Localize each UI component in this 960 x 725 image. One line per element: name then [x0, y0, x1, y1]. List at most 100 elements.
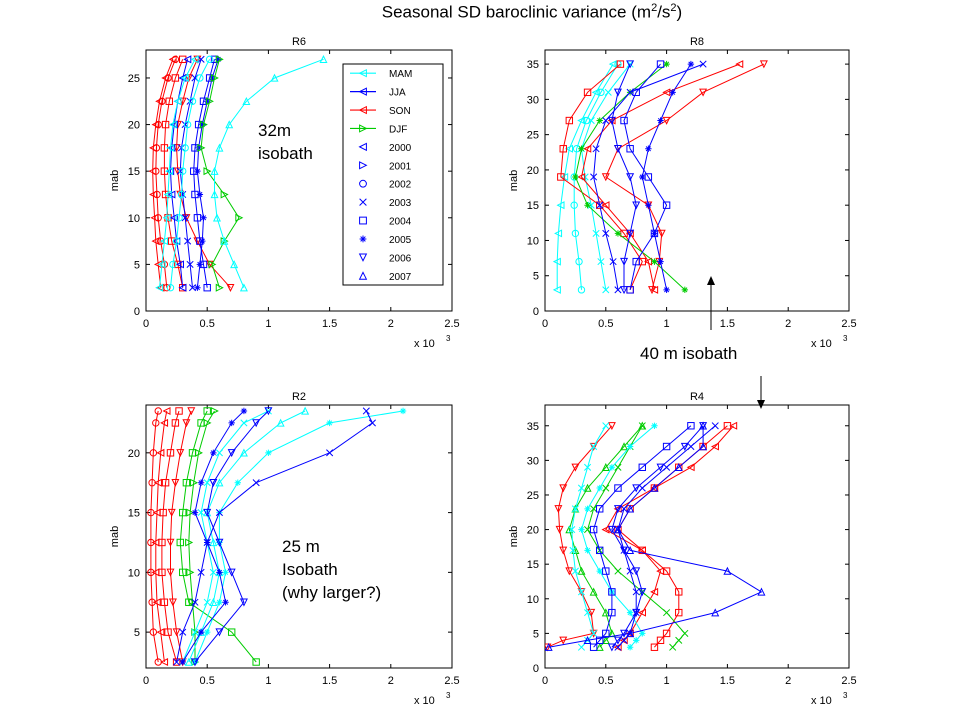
data-point-r8-7-5 — [613, 145, 622, 154]
data-point-r6-5-2 — [184, 237, 192, 245]
data-point-r4-7-0 — [545, 642, 553, 651]
data-point-r2-1-6 — [153, 478, 162, 487]
data-point-r8-3-6 — [565, 116, 574, 125]
data-point-r4-2-5 — [662, 567, 671, 575]
data-point-r2-2-3 — [158, 568, 166, 577]
data-point-r4-10-2 — [602, 629, 610, 638]
data-point-r4-3-5 — [577, 566, 586, 575]
data-point-r6-11-9 — [270, 73, 279, 82]
data-point-r4-2-12 — [723, 422, 732, 430]
legend-box — [342, 63, 444, 286]
r6-isobath-note: 32m isobath — [258, 119, 313, 165]
data-point-r4-2-2 — [662, 629, 671, 638]
data-point-r6-1-3 — [154, 214, 162, 222]
data-point-r2-10-3 — [216, 569, 223, 576]
chart-title-r8: R8 — [690, 36, 704, 48]
data-point-r8-2-6 — [587, 116, 595, 125]
data-point-r8-3-8 — [616, 60, 625, 68]
data-point-r2-8-7 — [265, 449, 272, 457]
data-point-r4-0-9 — [559, 484, 568, 493]
data-point-r2-3-3 — [166, 568, 175, 577]
series-line-r2-11 — [176, 410, 374, 663]
data-point-r8-4-4 — [577, 172, 586, 181]
series-line-r4-7 — [548, 425, 763, 648]
data-point-r6-4-1 — [175, 260, 184, 269]
data-point-r4-5-2 — [639, 630, 646, 637]
series-line-r6-1 — [155, 59, 176, 288]
data-point-r4-1-10 — [686, 463, 695, 472]
legend-marker-2001 — [359, 161, 368, 170]
legend-marker-2004 — [359, 216, 367, 225]
data-point-r8-6-0 — [681, 286, 689, 294]
chart-r8: 0 0.5 1 1.5 2 2.5 0 5 10 15 20 25 30 35 R8 mab x 10 3 — [508, 36, 857, 350]
data-point-r4-4-1 — [675, 636, 683, 644]
data-point-r2-11-3 — [197, 568, 205, 576]
data-point-r6-7-4 — [196, 191, 204, 198]
data-point-r6-7-1 — [196, 261, 204, 268]
data-point-r2-5-8 — [203, 418, 212, 427]
data-point-r4-0-4 — [577, 588, 586, 597]
data-point-r2-3-8 — [182, 419, 191, 428]
data-point-r4-8-11 — [687, 442, 695, 451]
data-point-r4-5-7 — [578, 526, 585, 533]
x-tick-label-r4: 1.5 — [720, 675, 735, 687]
data-point-r6-8-0 — [215, 283, 224, 292]
data-point-r4-0-5 — [565, 567, 574, 576]
data-point-r8-6-8 — [663, 60, 670, 68]
data-point-r8-6-4 — [572, 173, 579, 181]
data-point-r2-5-5 — [186, 508, 195, 517]
data-point-r6-8-2 — [220, 237, 229, 246]
data-point-r4-9-5 — [632, 567, 641, 576]
series-group-r8 — [552, 60, 768, 295]
legend-label-JJA: JJA — [389, 88, 406, 99]
y-tick-label-r6: 0 — [134, 306, 140, 318]
data-point-r8-5-2 — [657, 229, 666, 238]
r8-isobath-note: 40 m isobath — [640, 344, 738, 363]
data-point-r8-1-7 — [597, 88, 605, 97]
data-point-r6-7-7 — [199, 121, 206, 128]
slide-title-sup2: 2 — [670, 2, 677, 14]
data-point-r4-10-4 — [608, 588, 616, 596]
data-point-r4-1-0 — [613, 643, 622, 652]
y-tick-label-r4: 20 — [527, 525, 539, 537]
data-point-r2-3-5 — [167, 508, 176, 517]
data-point-r4-3-6 — [571, 546, 580, 555]
data-point-r4-9-7 — [607, 525, 616, 534]
legend-label-2000: 2000 — [389, 143, 412, 154]
data-point-r2-6-7 — [215, 449, 223, 457]
data-point-r4-6-11 — [590, 442, 598, 451]
data-point-r8-2-0 — [602, 286, 610, 294]
slide-title: Seasonal SD baroclinic variance (m2/s2) — [0, 2, 960, 23]
r6-isobath-note-line2: isobath — [258, 144, 313, 163]
data-point-r2-4-4 — [176, 538, 184, 547]
data-point-r6-8-7 — [199, 120, 208, 129]
data-point-r6-1-6 — [152, 144, 161, 152]
data-point-r6-9-4 — [163, 190, 172, 199]
data-point-r6-11-1 — [230, 260, 239, 269]
legend-marker-SON — [358, 105, 367, 115]
y-tick-label-r4: 30 — [527, 455, 539, 467]
x-multiplier-r6: x 10 — [414, 338, 435, 350]
data-point-r6-2-10 — [179, 55, 187, 64]
data-point-r2-8-0 — [191, 658, 199, 666]
data-point-r4-5-5 — [596, 567, 603, 575]
data-point-r6-11-6 — [215, 143, 224, 152]
legend-label-2001: 2001 — [389, 161, 412, 172]
data-point-r8-8-0 — [626, 286, 634, 294]
y-tick-label-r6: 5 — [134, 259, 140, 271]
series-line-r6-4 — [169, 59, 189, 288]
series-line-r6-9 — [159, 59, 196, 288]
chart-r6: 0 0.5 1 1.5 2 2.5 0 5 10 15 20 25 R6 mab x 10 3 — [109, 36, 460, 350]
data-point-r4-9-0 — [607, 643, 616, 652]
data-point-r6-10-2 — [172, 237, 181, 245]
y-tick-label-r4: 10 — [527, 594, 539, 606]
x-tick-label-r2: 0 — [143, 675, 149, 687]
series-line-r6-10 — [170, 59, 211, 288]
data-point-r4-10-11 — [662, 442, 671, 451]
series-line-r8-3 — [560, 63, 643, 290]
series-line-r2-3 — [170, 410, 192, 663]
slide-title-main: Seasonal SD baroclinic variance (m — [381, 2, 652, 22]
data-point-r6-10-1 — [169, 260, 177, 269]
r2-isobath-note: 25 m Isobath (why larger?) — [282, 535, 381, 604]
data-point-r4-8-12 — [711, 422, 719, 430]
